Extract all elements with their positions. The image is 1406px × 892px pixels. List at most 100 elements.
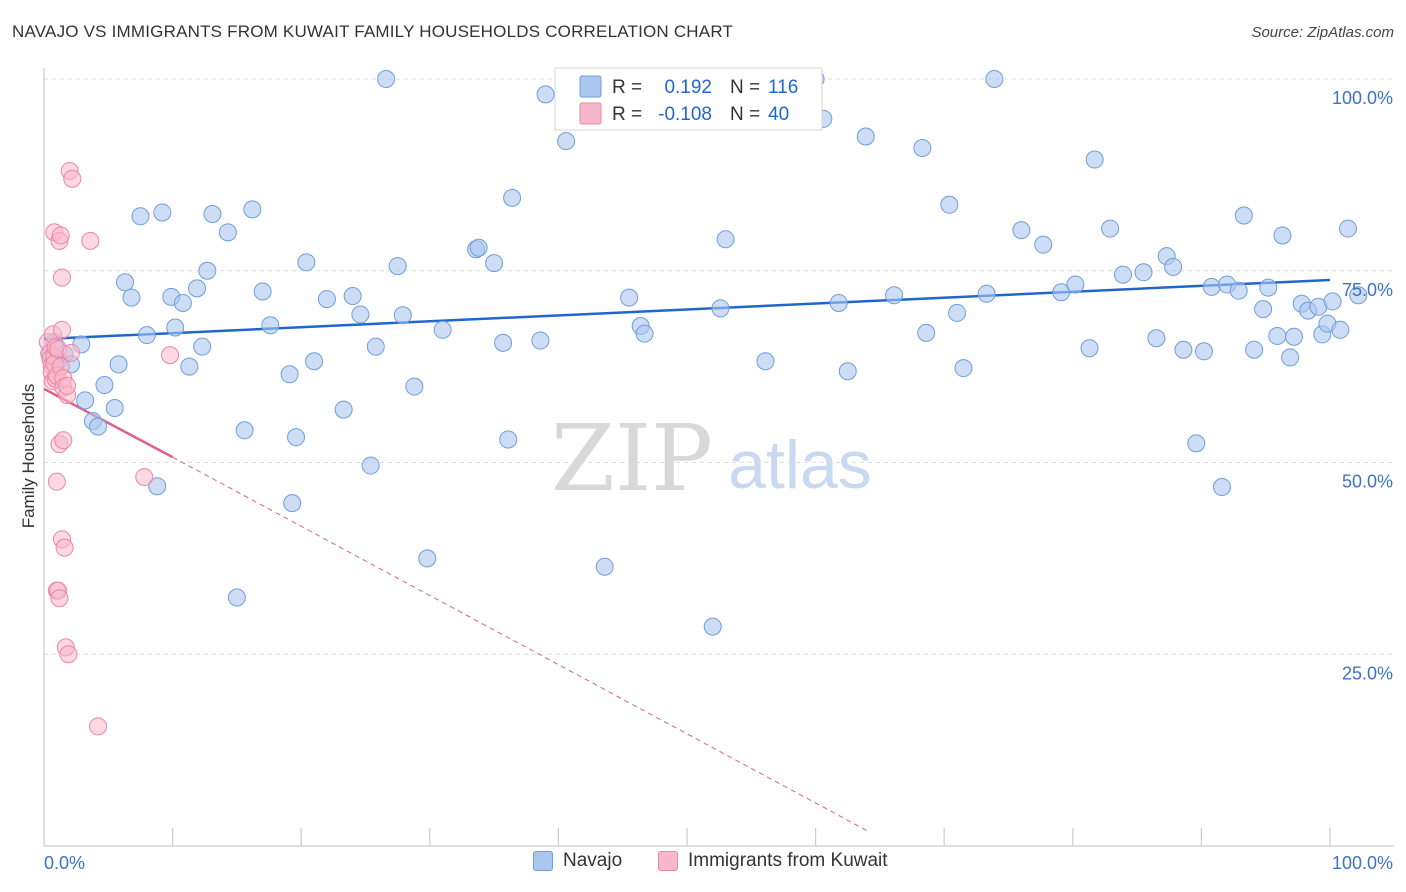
navajo-point xyxy=(377,70,396,88)
navajo-trend-line xyxy=(43,278,1331,341)
kuwait-point xyxy=(50,589,69,608)
kuwait-point xyxy=(62,343,81,362)
navajo-point xyxy=(253,282,272,301)
y-tick-label-50: 50.0% xyxy=(1342,472,1393,492)
navajo-point xyxy=(280,365,299,384)
kuwait-points xyxy=(38,162,180,736)
navajo-point xyxy=(977,284,996,303)
x-tick-label-max: 100.0% xyxy=(1332,853,1393,873)
navajo-point xyxy=(595,557,614,576)
navajo-point xyxy=(1113,265,1132,284)
navajo-point xyxy=(1229,281,1248,300)
navajo-point xyxy=(1212,478,1231,497)
navajo-point xyxy=(76,391,95,410)
navajo-point xyxy=(1259,278,1278,297)
navajo-point xyxy=(1187,434,1206,453)
navajo-point xyxy=(173,293,192,312)
navajo-point xyxy=(343,287,362,306)
trend-lines xyxy=(43,278,1331,832)
navajo-point xyxy=(305,352,324,371)
navajo-point xyxy=(105,399,124,418)
y-tick-label-25: 25.0% xyxy=(1342,663,1393,683)
navajo-point xyxy=(1331,320,1350,339)
navajo-point xyxy=(1085,150,1104,169)
navajo-point xyxy=(557,132,576,151)
legend-swatch-kuwait-bottom xyxy=(658,851,678,871)
navajo-point xyxy=(287,428,306,447)
navajo-point xyxy=(153,203,172,222)
navajo-point xyxy=(829,293,848,312)
navajo-point xyxy=(180,357,199,376)
legend-n-value-kuwait: 40 xyxy=(768,104,789,125)
navajo-point xyxy=(536,85,555,104)
navajo-point xyxy=(716,230,735,249)
kuwait-trend-extension xyxy=(172,456,868,832)
navajo-point xyxy=(1234,206,1253,225)
kuwait-point xyxy=(53,268,72,287)
navajo-point xyxy=(1012,221,1031,240)
navajo-point xyxy=(1066,275,1085,294)
navajo-point xyxy=(1034,235,1053,254)
navajo-point xyxy=(351,305,370,324)
navajo-point xyxy=(1202,277,1221,296)
y-tick-label-75: 75.0% xyxy=(1342,280,1393,300)
navajo-point xyxy=(418,549,437,568)
kuwait-point xyxy=(63,169,82,188)
legend-label-kuwait: Immigrants from Kuwait xyxy=(688,850,888,871)
legend-n-label-kuwait: N = xyxy=(730,104,760,125)
kuwait-point xyxy=(55,538,74,557)
navajo-point xyxy=(1254,300,1273,319)
navajo-point xyxy=(193,337,212,356)
navajo-point xyxy=(243,200,262,219)
navajo-point xyxy=(1323,292,1342,311)
kuwait-point xyxy=(51,226,70,245)
navajo-point xyxy=(954,359,973,378)
navajo-point xyxy=(1281,348,1300,367)
navajo-point xyxy=(198,261,217,280)
navajo-point xyxy=(218,223,237,242)
navajo-point xyxy=(494,333,513,352)
navajo-point xyxy=(393,306,412,325)
watermark: ZIP atlas xyxy=(551,405,872,512)
navajo-point xyxy=(1194,342,1213,361)
navajo-point xyxy=(166,318,185,337)
gridlines xyxy=(44,78,1394,655)
navajo-point xyxy=(985,70,1004,88)
navajo-point xyxy=(856,127,875,146)
y-tick-label-100: 100.0% xyxy=(1332,88,1393,108)
kuwait-point xyxy=(53,320,72,339)
legend-r-value-navajo: 0.192 xyxy=(664,77,712,98)
navajo-point xyxy=(433,320,452,339)
series-legend: Navajo Immigrants from Kuwait xyxy=(0,850,1406,880)
navajo-points xyxy=(41,70,1368,636)
navajo-point xyxy=(317,290,336,309)
navajo-point xyxy=(503,188,522,207)
navajo-point xyxy=(235,421,254,440)
kuwait-point xyxy=(58,376,77,395)
navajo-point xyxy=(948,303,967,322)
legend-n-label-navajo: N = xyxy=(730,77,760,98)
navajo-point xyxy=(485,254,504,273)
kuwait-point xyxy=(54,431,73,450)
navajo-point xyxy=(1268,326,1287,345)
x-tick-labels: 0.0% 100.0% xyxy=(44,853,1393,873)
navajo-point xyxy=(469,238,488,257)
navajo-point xyxy=(711,299,730,318)
kuwait-point xyxy=(135,468,154,487)
navajo-point xyxy=(1174,340,1193,359)
navajo-point xyxy=(361,456,380,475)
navajo-point xyxy=(635,324,654,343)
navajo-point xyxy=(261,316,280,335)
navajo-point xyxy=(620,288,639,307)
kuwait-point xyxy=(161,346,180,365)
watermark-zip: ZIP xyxy=(551,405,713,512)
legend-label-navajo: Navajo xyxy=(563,850,623,871)
navajo-point xyxy=(203,204,222,223)
kuwait-point xyxy=(89,717,108,736)
axes xyxy=(43,68,1394,847)
navajo-point xyxy=(109,355,128,374)
navajo-point xyxy=(1101,219,1120,238)
navajo-point xyxy=(917,323,936,342)
correlation-legend: R = 0.192 N = 116 R = -0.108 N = 40 xyxy=(554,67,823,131)
